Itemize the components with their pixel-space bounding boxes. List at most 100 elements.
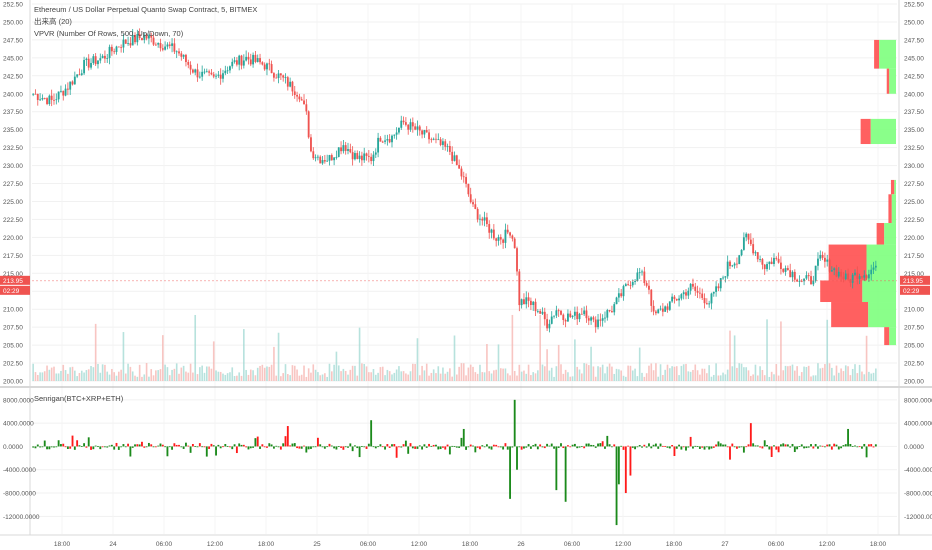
candle-body bbox=[615, 297, 618, 305]
volume-bar bbox=[606, 366, 609, 381]
volume-bar bbox=[814, 375, 817, 381]
volume-bar bbox=[696, 370, 699, 381]
volume-bar bbox=[402, 371, 405, 381]
candle-body bbox=[729, 261, 731, 267]
oscillator-bar bbox=[138, 444, 141, 447]
candle-body bbox=[814, 265, 817, 281]
volume-bar bbox=[41, 372, 44, 381]
oscillator-bar bbox=[617, 446, 620, 485]
candle-body bbox=[97, 60, 99, 65]
oscillator-bar bbox=[819, 445, 822, 447]
volume-bar bbox=[483, 372, 486, 381]
candle-body bbox=[823, 257, 826, 262]
volume-bar bbox=[856, 373, 859, 381]
volume-bar bbox=[770, 371, 773, 381]
volume-bar bbox=[314, 369, 317, 381]
oscillator-bar bbox=[736, 446, 738, 449]
time-tick: 12:00 bbox=[819, 541, 836, 548]
candle-body bbox=[740, 249, 743, 256]
candle-body bbox=[650, 289, 653, 306]
candle-body bbox=[134, 35, 136, 43]
oscillator-bar bbox=[168, 446, 171, 448]
oscillator-bar bbox=[560, 443, 562, 447]
oscillator-bar bbox=[444, 446, 447, 450]
candle-body bbox=[821, 254, 824, 258]
candle-body bbox=[404, 122, 407, 125]
right-osc-tick: -8000.0000 bbox=[904, 491, 932, 498]
right-price-tick: 220.00 bbox=[904, 235, 924, 242]
oscillator-bar bbox=[166, 446, 169, 457]
volume-bar bbox=[282, 373, 284, 381]
candle-body bbox=[432, 138, 435, 140]
volume-bar bbox=[627, 365, 629, 381]
candle-body bbox=[113, 51, 116, 53]
oscillator-bar bbox=[675, 446, 678, 449]
volume-bar bbox=[798, 375, 801, 381]
volume-bar bbox=[560, 364, 562, 381]
candle-body bbox=[414, 126, 417, 130]
volume-bar bbox=[479, 364, 481, 381]
candle-body bbox=[719, 278, 722, 289]
oscillator-bar bbox=[692, 446, 694, 449]
candle-body bbox=[840, 271, 843, 277]
indicator-legend: Senrigan(BTC+XRP+ETH) bbox=[34, 394, 124, 403]
candle-body bbox=[844, 273, 847, 280]
volume-bar bbox=[534, 373, 537, 381]
candle-body bbox=[282, 75, 285, 78]
candle-body bbox=[659, 308, 662, 310]
volume-bar bbox=[92, 367, 95, 381]
right-price-tick: 225.00 bbox=[904, 199, 924, 206]
volume-bar bbox=[840, 368, 842, 381]
candle-body bbox=[520, 299, 523, 306]
volume-bar bbox=[368, 372, 370, 381]
oscillator-bar bbox=[71, 435, 74, 447]
volume-bar bbox=[178, 373, 180, 381]
volume-bar bbox=[599, 367, 602, 381]
candle-body bbox=[110, 46, 113, 52]
candle-body bbox=[472, 202, 474, 205]
volume-bar bbox=[129, 366, 132, 381]
volume-bar bbox=[381, 366, 384, 381]
left-price-tick: 215.00 bbox=[3, 271, 23, 278]
volume-bar bbox=[747, 370, 750, 381]
oscillator-bar bbox=[90, 446, 92, 450]
volume-bar bbox=[733, 335, 736, 381]
candle-body bbox=[69, 81, 72, 90]
volume-bar bbox=[706, 373, 708, 381]
oscillator-bar bbox=[198, 443, 201, 447]
volume-bar bbox=[372, 369, 375, 381]
candle-body bbox=[532, 301, 535, 306]
candle-body bbox=[835, 268, 838, 277]
oscillator-bar bbox=[641, 446, 643, 448]
volume-bar bbox=[861, 371, 863, 381]
volume-bar bbox=[870, 373, 873, 381]
oscillator-bar bbox=[587, 443, 590, 447]
oscillator-bar bbox=[286, 426, 289, 447]
volume-bar bbox=[319, 375, 322, 381]
volume-bar bbox=[208, 366, 210, 381]
oscillator-bar bbox=[113, 446, 116, 450]
volume-bar bbox=[224, 374, 227, 381]
candle-body bbox=[372, 154, 375, 162]
volume-bar bbox=[141, 376, 143, 381]
volume-bar bbox=[810, 376, 812, 381]
volume-bar bbox=[469, 364, 472, 381]
candle-body bbox=[66, 88, 69, 90]
oscillator-bar bbox=[849, 444, 852, 447]
candle-body bbox=[446, 145, 449, 147]
candle-body bbox=[73, 76, 76, 85]
oscillator-bar bbox=[724, 444, 727, 447]
candle-body bbox=[351, 152, 354, 160]
candle-body bbox=[455, 155, 458, 165]
volume-bar bbox=[270, 364, 273, 381]
oscillator-bar bbox=[539, 444, 542, 447]
candle-body bbox=[300, 99, 303, 101]
oscillator-bar bbox=[555, 446, 558, 491]
oscillator-bar bbox=[837, 446, 840, 450]
volume-bar bbox=[74, 370, 76, 381]
candle-body bbox=[136, 34, 139, 43]
volume-bar bbox=[782, 370, 785, 381]
candle-body bbox=[263, 64, 266, 70]
volume-bar bbox=[675, 366, 678, 381]
